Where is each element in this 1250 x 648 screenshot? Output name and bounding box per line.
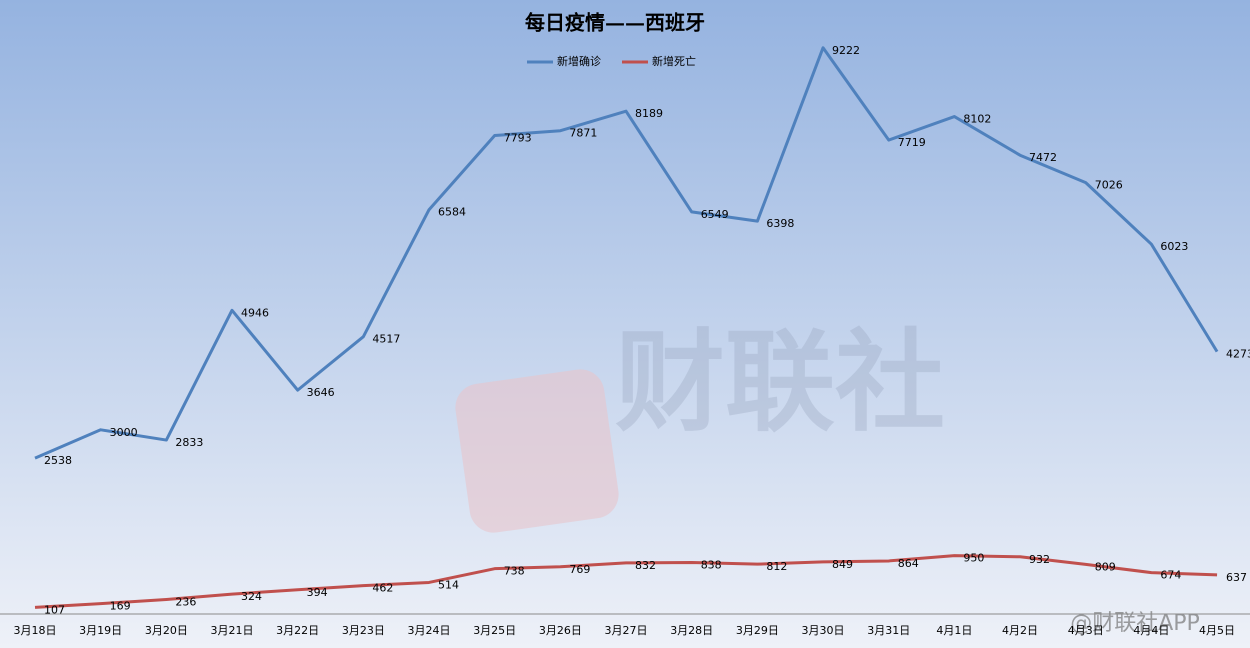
x-tick-label: 3月24日 bbox=[408, 624, 451, 637]
data-label: 637 bbox=[1226, 571, 1247, 584]
data-label: 107 bbox=[44, 603, 65, 616]
credit: @财联社APP bbox=[1070, 611, 1200, 636]
data-label: 864 bbox=[898, 557, 919, 570]
data-label: 324 bbox=[241, 590, 262, 603]
data-label: 394 bbox=[307, 586, 328, 599]
x-tick-label: 3月28日 bbox=[670, 624, 713, 637]
data-label: 6398 bbox=[766, 217, 794, 230]
x-tick-label: 3月21日 bbox=[211, 624, 254, 637]
x-tick-label: 4月2日 bbox=[1002, 624, 1038, 637]
data-label: 3000 bbox=[110, 426, 138, 439]
data-label: 462 bbox=[372, 582, 393, 595]
x-tick-label: 3月23日 bbox=[342, 624, 385, 637]
data-label: 4517 bbox=[372, 333, 400, 346]
x-tick-label: 4月4日 bbox=[1133, 624, 1169, 637]
data-label: 2538 bbox=[44, 454, 72, 467]
legend-label: 新增确诊 bbox=[557, 54, 601, 68]
x-tick-label: 3月19日 bbox=[79, 624, 122, 637]
data-label: 514 bbox=[438, 578, 459, 591]
x-tick-label: 3月18日 bbox=[14, 624, 57, 637]
data-label: 7026 bbox=[1095, 179, 1123, 192]
data-label: 674 bbox=[1160, 569, 1181, 582]
x-tick-label: 3月27日 bbox=[605, 624, 648, 637]
data-label: 6549 bbox=[701, 208, 729, 221]
legend-label: 新增死亡 bbox=[652, 54, 696, 68]
x-tick-label: 3月22日 bbox=[276, 624, 319, 637]
x-tick-label: 3月26日 bbox=[539, 624, 582, 637]
x-tick-label: 3月30日 bbox=[802, 624, 845, 637]
x-tick-label: 3月29日 bbox=[736, 624, 779, 637]
data-label: 838 bbox=[701, 559, 722, 572]
data-label: 4946 bbox=[241, 306, 269, 319]
data-label: 7472 bbox=[1029, 151, 1057, 164]
series-line bbox=[34, 554, 1218, 609]
watermark-logo bbox=[455, 369, 619, 533]
data-label: 6584 bbox=[438, 206, 466, 219]
data-label: 7793 bbox=[504, 132, 532, 145]
data-label: 2833 bbox=[175, 436, 203, 449]
x-tick-label: 3月31日 bbox=[867, 624, 910, 637]
data-label: 812 bbox=[766, 560, 787, 573]
data-label: 236 bbox=[175, 596, 196, 609]
data-label: 832 bbox=[635, 559, 656, 572]
x-tick-label: 3月25日 bbox=[473, 624, 516, 637]
data-label: 809 bbox=[1095, 560, 1116, 573]
data-label: 769 bbox=[569, 563, 590, 576]
data-label: 9222 bbox=[832, 44, 860, 57]
watermark: 财联社 bbox=[615, 318, 945, 446]
data-label: 8102 bbox=[963, 113, 991, 126]
data-label: 7871 bbox=[569, 127, 597, 140]
data-label: 3646 bbox=[307, 386, 335, 399]
data-label: 738 bbox=[504, 565, 525, 578]
x-tick-label: 3月20日 bbox=[145, 624, 188, 637]
chart-title: 每日疫情——西班牙 bbox=[525, 11, 705, 35]
data-label: 4273 bbox=[1226, 348, 1250, 361]
series-line bbox=[34, 46, 1219, 460]
x-tick-label: 4月5日 bbox=[1199, 624, 1235, 637]
data-label: 169 bbox=[110, 600, 131, 613]
data-label: 932 bbox=[1029, 553, 1050, 566]
x-tick-label: 4月1日 bbox=[936, 624, 972, 637]
x-tick-label: 4月3日 bbox=[1068, 624, 1104, 637]
data-label: 8189 bbox=[635, 107, 663, 120]
data-label: 7719 bbox=[898, 136, 926, 149]
data-label: 6023 bbox=[1160, 240, 1188, 253]
data-label: 950 bbox=[963, 552, 984, 565]
data-label: 849 bbox=[832, 558, 853, 571]
